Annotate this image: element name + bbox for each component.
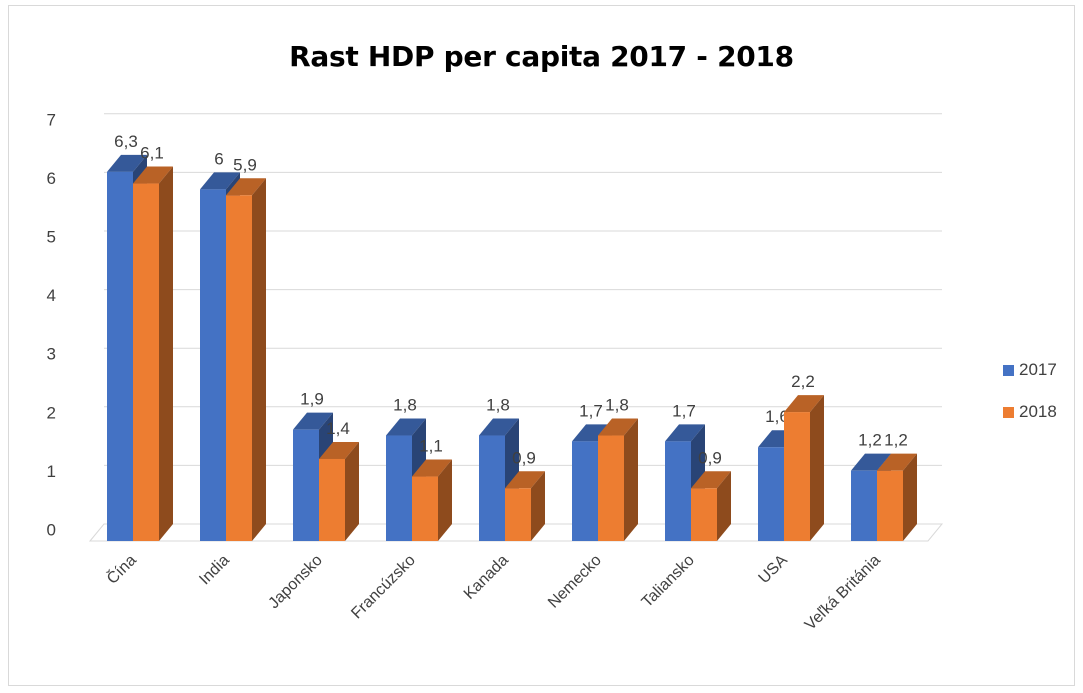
data-label: 6,3 [114,132,138,151]
bar [319,458,345,541]
chart-title: Rast HDP per capita 2017 - 2018 [289,40,794,73]
bar-side [531,471,545,541]
data-label: 1,9 [300,390,324,409]
y-tick-label: 0 [47,520,56,539]
bar-side [252,178,266,541]
chart-floor [88,523,944,542]
category-label: USA [756,552,792,588]
data-label: 1,7 [672,401,696,420]
bar [598,435,624,541]
bar [665,441,691,541]
legend-item-2018: 2018 [1003,402,1057,422]
data-label: 2,2 [791,372,815,391]
bar-top [412,459,452,477]
bar-top [386,418,426,436]
y-tick-label: 4 [47,286,56,305]
bar [877,470,903,541]
bar-side [903,453,917,541]
data-label: 1,4 [326,419,350,438]
category-label: Francúzsko [348,552,419,623]
data-label: 1,8 [486,396,510,415]
bar-top [572,424,612,442]
chart-frame [8,5,1075,686]
y-tick-label: 1 [47,462,56,481]
data-label: 1,8 [605,396,629,415]
legend-item-2017: 2017 [1003,360,1057,380]
bar-side [624,418,638,541]
bar-side [810,395,824,541]
category-label: Japonsko [265,552,326,613]
category-label: Čína [102,550,139,587]
y-tick-label: 2 [47,403,56,422]
category-label: India [196,552,233,589]
bar-top [319,441,359,459]
bar [784,412,810,541]
bar [572,441,598,541]
bar [200,189,226,541]
bar [412,476,438,541]
data-label: 1,2 [858,431,882,450]
data-label: 5,9 [233,155,257,174]
bar-side [159,166,173,542]
bar [133,183,159,542]
bar-top [505,471,545,489]
bar-top [293,412,333,430]
data-label: 6 [214,149,223,168]
bar-top [598,418,638,436]
data-label: 6,1 [140,144,164,163]
bar [479,435,505,541]
bar-top [226,178,266,196]
legend-swatch-2017 [1003,364,1014,376]
bar [226,195,252,541]
bar [505,488,531,541]
data-label: 0,9 [512,448,536,467]
category-label: Veľká Británia [802,552,884,634]
bar [386,435,412,541]
data-label: 1,2 [884,431,908,450]
bar-top [691,471,731,489]
bar [107,171,133,541]
data-label: 1,7 [579,401,603,420]
data-label: 1,1 [419,437,443,456]
y-tick-label: 6 [47,169,56,188]
bar-top [479,418,519,436]
data-label: 1,6 [765,407,789,426]
bar-side [717,471,731,541]
category-label: Nemecko [545,552,605,612]
bar [691,488,717,541]
bar-side [345,441,359,541]
y-tick-label: 5 [47,227,56,246]
legend-label-2018: 2018 [1019,402,1057,421]
category-label: Kanada [461,552,512,603]
bar-top [877,453,917,471]
bar [758,447,784,541]
legend-swatch-2018 [1003,406,1014,418]
y-tick-label: 3 [47,345,56,364]
data-label: 0,9 [698,448,722,467]
bar-top [133,166,173,184]
bar [293,429,319,541]
bar-top [665,424,705,442]
category-label: Taliansko [639,552,698,611]
legend-label-2017: 2017 [1019,360,1057,379]
bar [851,470,877,541]
bar-top [851,453,891,471]
bar-top [200,172,240,190]
bar-top [107,154,147,172]
data-label: 1,8 [393,396,417,415]
bar-side [438,459,452,541]
bar-top [784,395,824,413]
y-tick-label: 7 [47,110,56,129]
